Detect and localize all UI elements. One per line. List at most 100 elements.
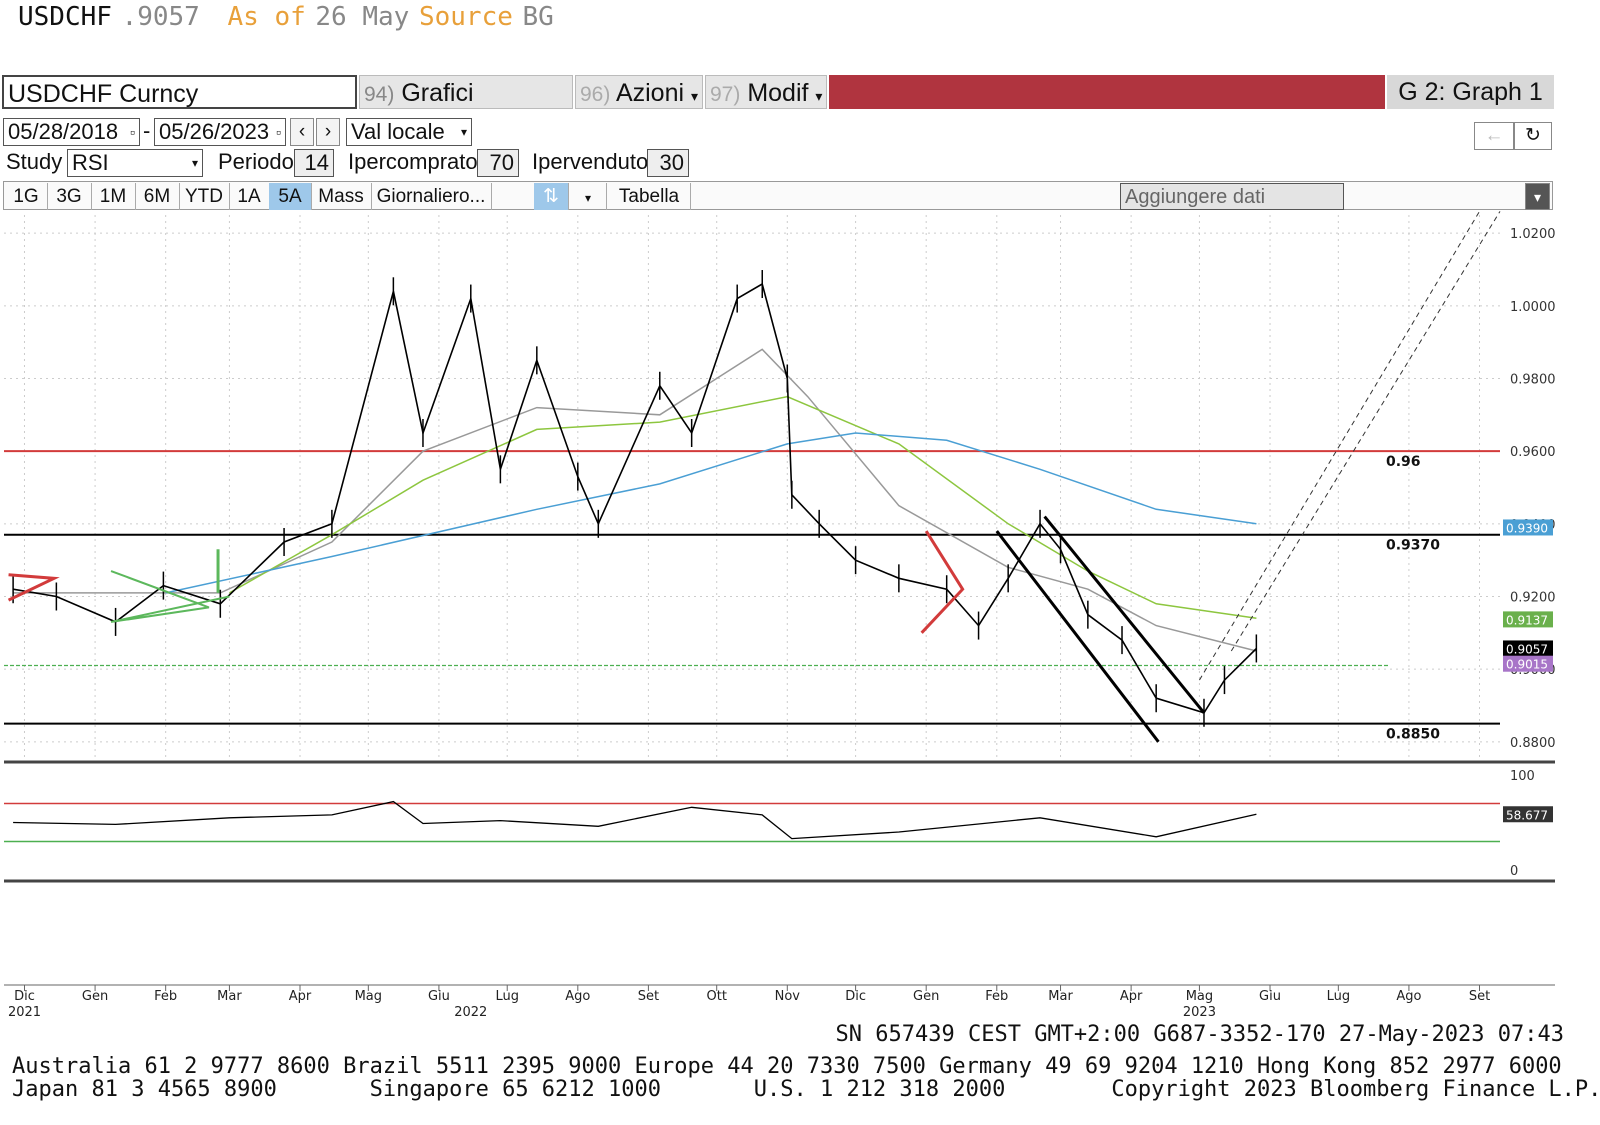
actions-menu[interactable]: 96) Azioni ▾ xyxy=(575,75,703,109)
y-tick-label: 0.9800 xyxy=(1510,373,1556,388)
year-label: 2022 xyxy=(454,1005,487,1020)
sort-icon: ⇅ xyxy=(543,186,559,207)
range-button-6m[interactable]: 6M xyxy=(135,183,180,210)
range-button-ytd[interactable]: YTD xyxy=(179,183,230,210)
x-tick-label: Dic xyxy=(845,989,866,1004)
y-tick-label: 0.8800 xyxy=(1510,736,1556,751)
range-button-1g[interactable]: 1G xyxy=(5,183,48,210)
price-tag-label: 0.9137 xyxy=(1506,613,1548,627)
add-data-text: Aggiungere dati xyxy=(1125,186,1266,208)
menu-label: Azioni xyxy=(615,79,685,107)
chevron-down-icon: ▾ xyxy=(690,88,699,104)
footer-phones-2: Japan 81 3 4565 8900 Singapore 65 6212 1… xyxy=(12,1077,1600,1102)
refresh-button[interactable]: ↻ xyxy=(1514,122,1552,150)
range-button-5a[interactable]: 5A xyxy=(269,183,312,210)
sort-button[interactable]: ⇅ xyxy=(534,183,569,210)
rsi-last-label: 58.677 xyxy=(1506,808,1548,822)
edit-menu[interactable]: 97) Modif ▾ xyxy=(705,75,827,109)
footer-phones-1: Australia 61 2 9777 8600 Brazil 5511 239… xyxy=(12,1054,1562,1079)
price-tag xyxy=(1503,655,1553,672)
range-button-3g[interactable]: 3G xyxy=(47,183,92,210)
start-date-input[interactable]: 05/28/2018 ▫ xyxy=(3,118,140,146)
x-tick-label: Feb xyxy=(154,989,177,1004)
end-date-input[interactable]: 05/26/2023 ▫ xyxy=(154,118,286,146)
x-tick-label: Apr xyxy=(289,989,312,1004)
table-button[interactable]: Tabella xyxy=(608,183,691,210)
last-price: .9057 xyxy=(121,2,200,32)
price-line xyxy=(12,282,1257,714)
x-tick-label: Ago xyxy=(1396,989,1421,1004)
period-label: Periodo xyxy=(218,149,294,174)
add-data-input[interactable]: Aggiungere dati xyxy=(1120,183,1344,210)
y-tick-label: 1.0200 xyxy=(1510,227,1556,242)
rsi-tick-label: 100 xyxy=(1510,769,1535,784)
x-tick-label: Mar xyxy=(1048,989,1073,1004)
security-field[interactable]: USDCHF Curncy xyxy=(2,75,357,109)
x-tick-label: Lug xyxy=(1327,989,1351,1004)
arrow-left-icon: ← xyxy=(1484,125,1504,146)
price-tag xyxy=(1503,640,1553,657)
rsi-last-tag xyxy=(1503,806,1553,823)
add-data-dropdown[interactable]: ▾ xyxy=(1525,183,1550,210)
rsi-line xyxy=(13,800,1257,840)
back-button[interactable]: ← xyxy=(1474,122,1514,150)
overbought-label: Ipercomprato xyxy=(348,149,478,174)
x-tick-label: Gen xyxy=(82,989,108,1004)
level-label: 0.96 xyxy=(1386,454,1421,470)
trend-channel-line xyxy=(1043,515,1206,714)
chevron-down-icon: ▾ xyxy=(815,88,823,104)
security-text: USDCHF Curncy xyxy=(8,80,199,108)
period-input[interactable]: 14 xyxy=(294,149,334,177)
level-label: 0.8850 xyxy=(1386,727,1440,743)
next-button[interactable]: › xyxy=(316,118,340,146)
study-label: Study xyxy=(6,149,63,174)
currency-select[interactable]: Val locale ▾ xyxy=(346,118,472,146)
range-button-1m[interactable]: 1M xyxy=(91,183,136,210)
year-label: 2023 xyxy=(1183,1005,1216,1020)
x-tick-label: Giu xyxy=(1259,989,1281,1004)
range-button-mass[interactable]: Mass xyxy=(311,183,372,210)
previous-button[interactable]: ‹ xyxy=(290,118,314,146)
start-date-text: 05/28/2018 xyxy=(8,119,119,144)
moving-average-line xyxy=(229,395,1257,620)
x-tick-label: Gen xyxy=(913,989,939,1004)
source-label: Source xyxy=(418,2,513,32)
x-tick-label: Ott xyxy=(706,989,726,1004)
study-text: RSI xyxy=(72,150,109,175)
oversold-input[interactable]: 30 xyxy=(647,149,689,177)
footer-meta: SN 657439 CEST GMT+2:00 G687-3352-170 27… xyxy=(835,1022,1564,1047)
x-tick-label: Mag xyxy=(1186,989,1213,1004)
table-label: Tabella xyxy=(618,186,680,207)
menu-number: 96) xyxy=(580,83,611,106)
rsi-tick-label: 0 xyxy=(1510,864,1518,879)
graph-label[interactable]: G 2: Graph 1 xyxy=(1387,75,1554,109)
x-tick-label: Set xyxy=(1469,989,1490,1004)
as-of-label: As of xyxy=(227,2,306,32)
red-pattern xyxy=(7,573,60,602)
oversold-label: Ipervenduto xyxy=(532,149,649,174)
x-tick-label: Apr xyxy=(1120,989,1143,1004)
trend-channel-line xyxy=(995,530,1160,743)
x-tick-label: Dic xyxy=(14,989,35,1004)
x-tick-label: Nov xyxy=(775,989,801,1004)
chevron-down-icon: ▾ xyxy=(1533,189,1542,205)
chevron-down-icon: ▾ xyxy=(584,191,592,205)
oversold-value: 30 xyxy=(659,150,684,175)
as-of-date: 26 May xyxy=(315,2,410,32)
price-tag xyxy=(1503,611,1553,628)
chevron-down-icon: ▾ xyxy=(460,125,467,139)
moving-average-line xyxy=(13,348,1257,652)
x-tick-label: Set xyxy=(638,989,659,1004)
view-dropdown[interactable]: ▾ xyxy=(570,183,607,210)
price-tag-label: 0.9390 xyxy=(1506,521,1548,535)
x-tick-label: Ago xyxy=(565,989,590,1004)
calendar-icon: ▫ xyxy=(276,124,281,140)
range-button-giornaliero[interactable]: Giornaliero... xyxy=(371,183,492,210)
study-select[interactable]: RSI ▾ xyxy=(67,149,203,177)
overbought-input[interactable]: 70 xyxy=(477,149,519,177)
y-tick-label: 0.9600 xyxy=(1510,445,1556,460)
chevron-down-icon: ▾ xyxy=(191,156,198,170)
toolbar-spacer xyxy=(829,75,1385,109)
end-date-text: 05/26/2023 xyxy=(159,119,270,144)
ticker-header: USDCHF .9057 As of 26 May Source BG xyxy=(18,2,554,32)
